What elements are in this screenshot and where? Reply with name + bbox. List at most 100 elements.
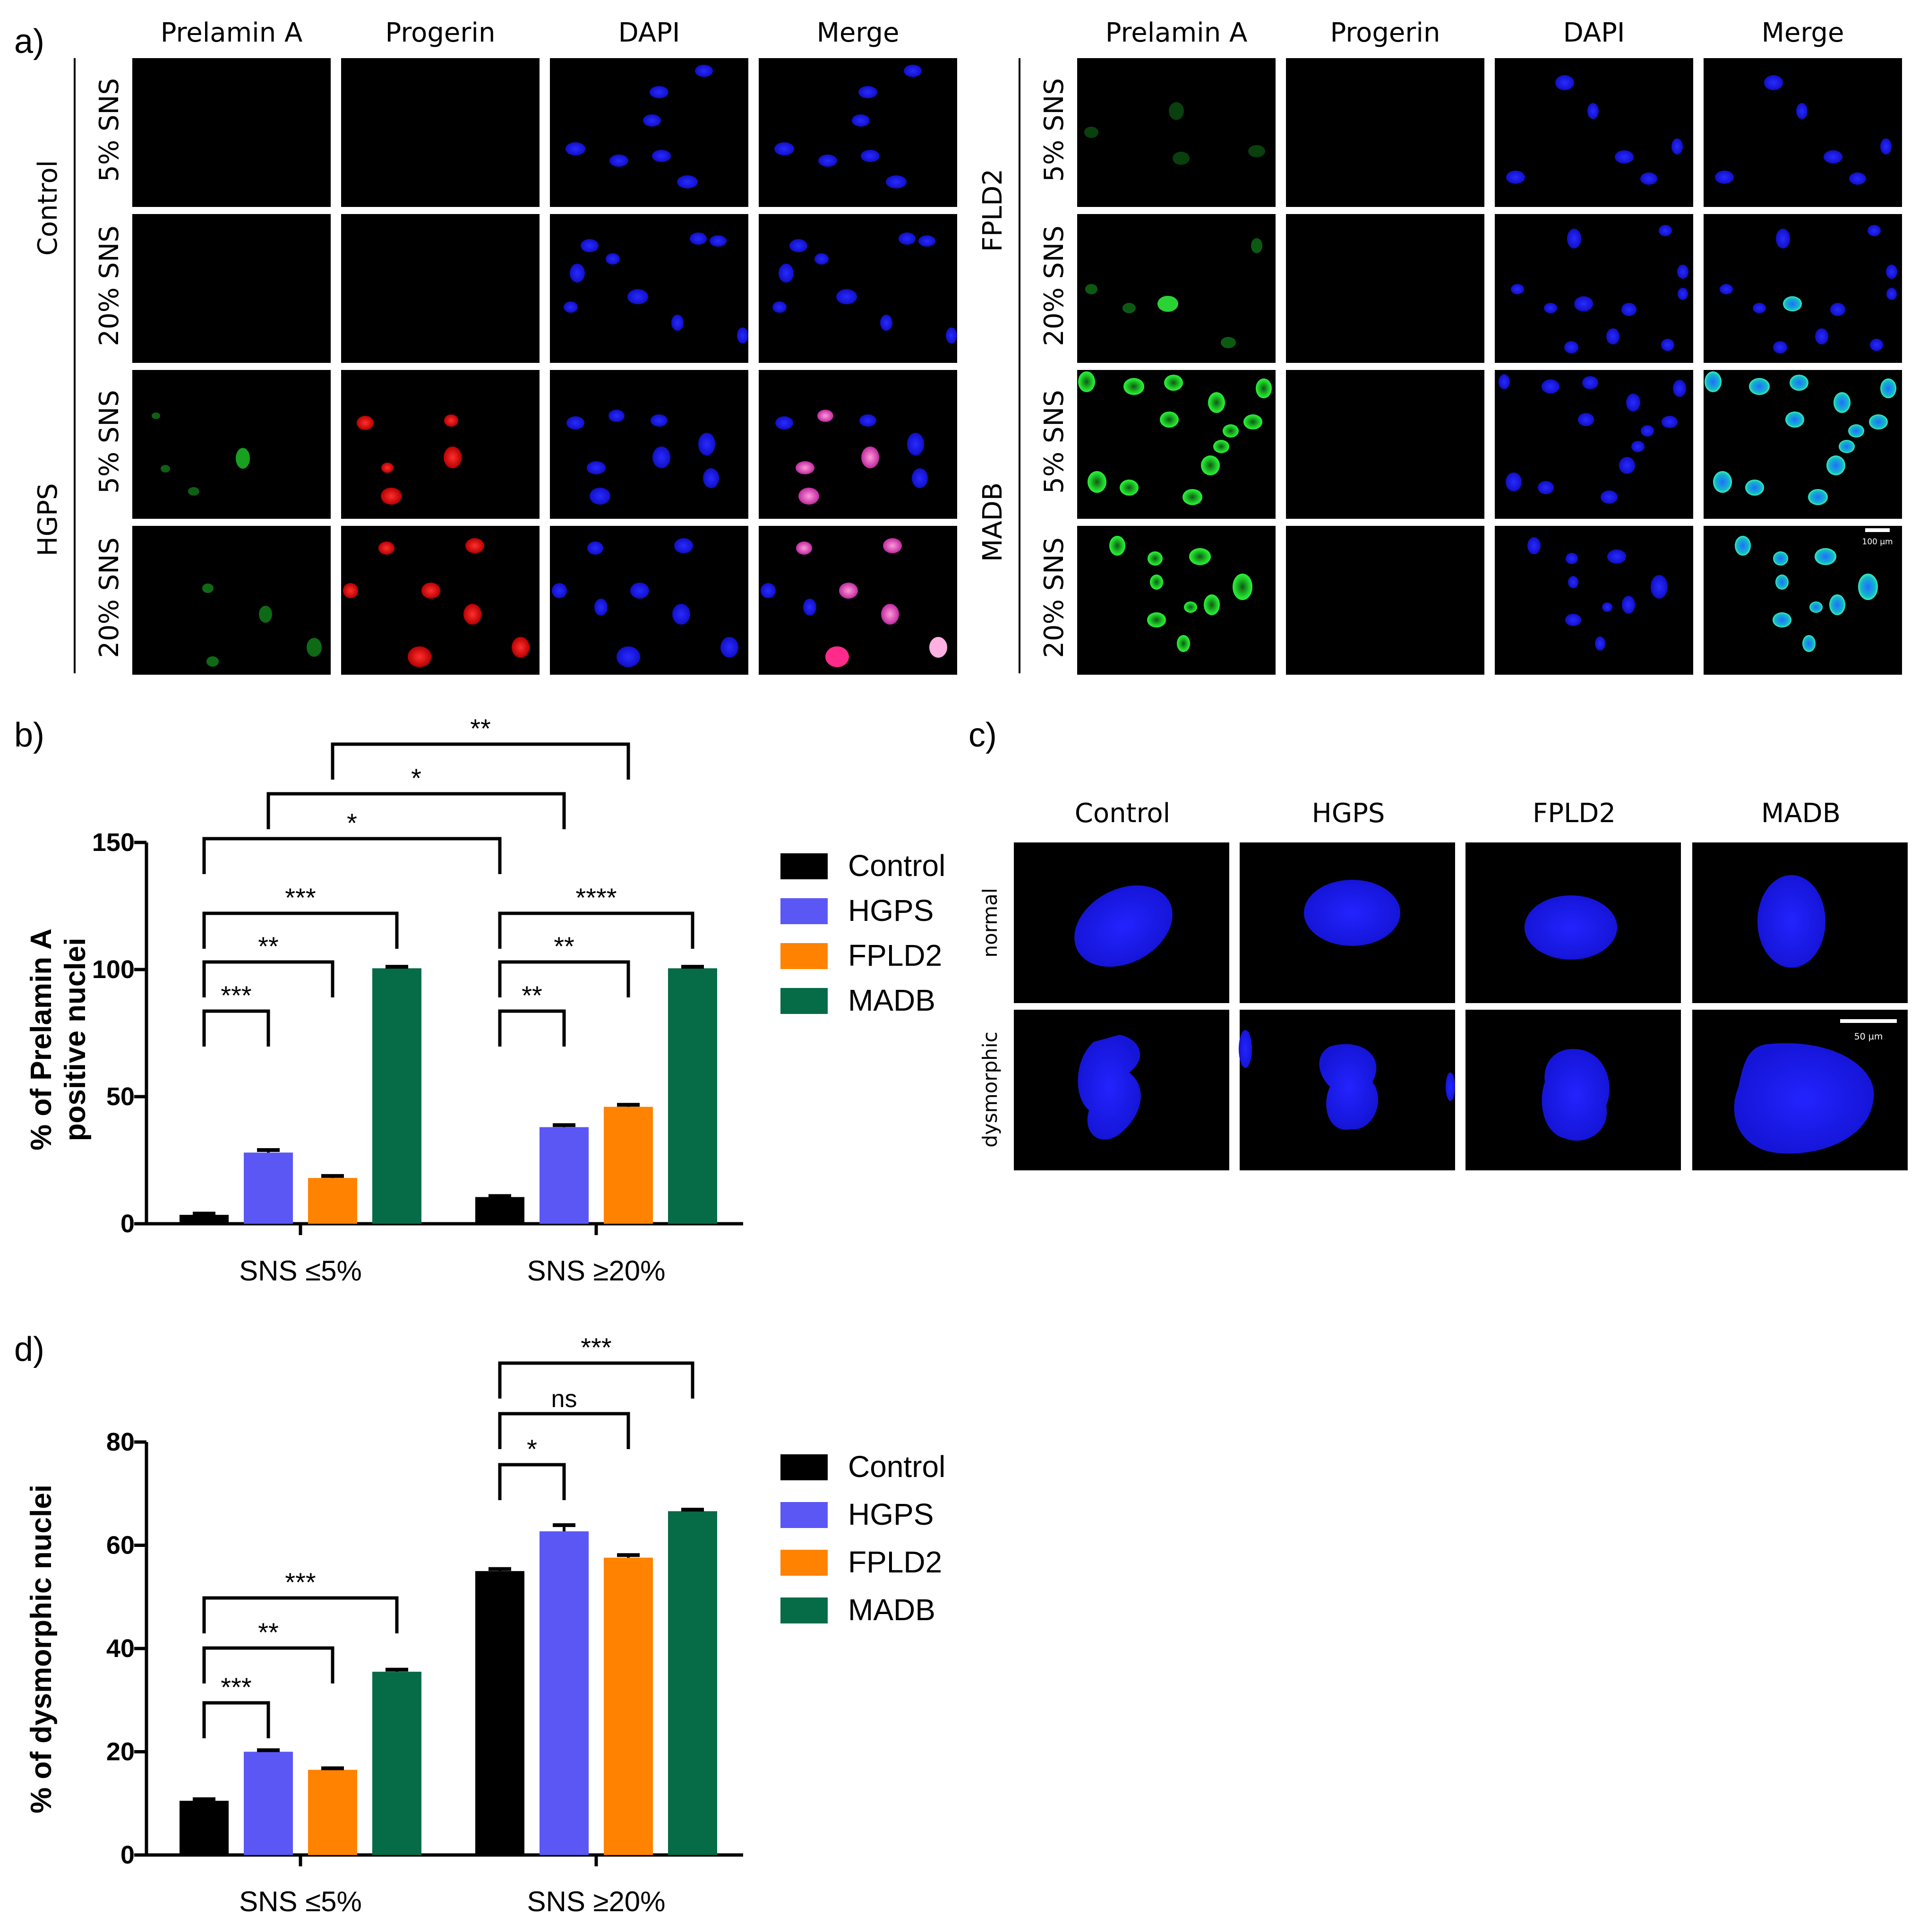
y-tick-label: 50: [106, 1082, 135, 1111]
col-header: DAPI: [1563, 17, 1625, 48]
y-axis-label: % of dysmorphic nuclei: [25, 1485, 58, 1813]
row-label: 20% SNS: [94, 225, 125, 346]
significance-bracket: [202, 1701, 270, 1738]
col-header: Progerin: [1330, 17, 1440, 48]
significance-label: ***: [581, 1332, 611, 1362]
row-label: 20% SNS: [94, 537, 125, 658]
legend-label: HGPS: [848, 893, 934, 927]
micrograph-merge: [759, 526, 957, 675]
y-axis-label: % of Prelamin A: [25, 928, 58, 1151]
significance-label: *: [347, 808, 357, 838]
micrograph-merge: [1704, 214, 1902, 363]
col-header: Prelamin A: [161, 17, 303, 48]
bar: [180, 1801, 229, 1855]
micrograph-dapi: [1495, 214, 1693, 363]
micrograph-dapi: [1495, 526, 1693, 675]
legend-label: HGPS: [848, 1497, 934, 1531]
y-tick-label: 60: [106, 1531, 135, 1560]
micrograph-dapi: [550, 526, 748, 675]
bar: [180, 1215, 229, 1224]
significance-label: *: [411, 763, 421, 793]
col-header: DAPI: [618, 17, 680, 48]
significance-label: **: [522, 980, 542, 1010]
legend-label: Control: [848, 1450, 945, 1484]
legend-swatch: [780, 943, 828, 969]
significance-label: *: [527, 1434, 537, 1464]
significance-bracket: [202, 1646, 334, 1683]
row-label: 5% SNS: [94, 78, 125, 182]
micrograph-prelamin: [1077, 58, 1276, 207]
y-axis-label: positive nuclei: [59, 938, 92, 1142]
panel-a-left: Prelamin A Progerin DAPI Merge Control H…: [33, 17, 957, 675]
micrograph-progerin: [1286, 370, 1484, 519]
group-label-fpld2: FPLD2: [977, 169, 1008, 252]
col-header: Progerin: [386, 17, 496, 48]
bar: [308, 1178, 357, 1224]
significance-bracket: [498, 1412, 630, 1449]
micrograph-progerin: [341, 370, 540, 519]
micrograph-progerin: [1286, 214, 1484, 363]
significance-bracket: [202, 911, 399, 949]
scale-bar: [1865, 528, 1890, 532]
significance-label: **: [554, 931, 574, 961]
micrograph-progerin: [1286, 526, 1484, 675]
x-tick-label: SNS ≥20%: [527, 1255, 665, 1287]
micrograph-prelamin: [132, 214, 331, 363]
panel-label-c: c): [968, 716, 997, 754]
panel-c: Control HGPS FPLD2 MADB normal dysmorphi…: [978, 798, 1908, 1170]
y-tick-label: 20: [106, 1738, 135, 1766]
panel-label-d: d): [14, 1331, 44, 1368]
significance-label: **: [258, 1617, 279, 1647]
micrograph-dapi: [1495, 58, 1693, 207]
col-header: Merge: [817, 17, 900, 48]
scale-bar-label: 100 µm: [1862, 537, 1893, 547]
y-tick-label: 0: [120, 1841, 135, 1869]
col-header: Control: [1075, 798, 1170, 829]
significance-label: **: [470, 713, 491, 743]
significance-bracket: [202, 837, 502, 874]
scale-bar: [1840, 1019, 1897, 1023]
col-header: MADB: [1761, 798, 1841, 829]
panel-label-b: b): [14, 716, 44, 754]
x-tick-label: SNS ≤5%: [239, 1886, 362, 1917]
significance-bracket: [202, 1596, 399, 1633]
x-tick-label: SNS ≤5%: [239, 1255, 362, 1287]
micrograph-merge: [1704, 58, 1902, 207]
significance-bracket: [202, 960, 334, 997]
chart-dysmorphic-nuclei: 0 20 40 60 80 % of dysmorphic nuclei SNS ≤5% SN…: [25, 1332, 945, 1917]
y-tick-label: 40: [106, 1634, 135, 1663]
legend-label: MADB: [848, 1593, 935, 1627]
bar: [668, 968, 717, 1224]
micrograph-progerin: [341, 214, 540, 363]
micrograph-merge: [1704, 526, 1902, 675]
panel-label-a: a): [14, 23, 44, 60]
group-label-control: Control: [33, 160, 63, 256]
scale-bar-label: 50 µm: [1854, 1031, 1883, 1042]
y-tick-label: 100: [92, 955, 135, 984]
micrograph-prelamin: [132, 370, 331, 519]
significance-bracket: [498, 911, 694, 949]
significance-bracket: [266, 792, 566, 829]
legend-swatch: [780, 1454, 828, 1480]
row-label: 5% SNS: [94, 390, 125, 494]
y-tick-label: 150: [92, 828, 135, 857]
panel-a-right: Prelamin A Progerin DAPI Merge FPLD2 MAD…: [977, 17, 1902, 675]
legend-label: Control: [848, 849, 945, 883]
bar: [244, 1752, 293, 1855]
legend-swatch: [780, 898, 828, 924]
legend-label: MADB: [848, 983, 935, 1017]
legend-swatch: [780, 1597, 828, 1623]
micrograph-prelamin: [1077, 214, 1276, 363]
micrograph-dapi: [1495, 370, 1693, 519]
significance-label: ****: [575, 883, 617, 912]
micrograph-prelamin: [132, 526, 331, 675]
bar: [668, 1511, 717, 1855]
row-label: 20% SNS: [1039, 225, 1070, 346]
bar: [308, 1769, 357, 1855]
legend-swatch: [780, 1550, 828, 1576]
micrograph-progerin: [1286, 58, 1484, 207]
significance-bracket: [498, 960, 630, 997]
significance-label: ***: [285, 883, 316, 912]
bar: [540, 1531, 589, 1855]
